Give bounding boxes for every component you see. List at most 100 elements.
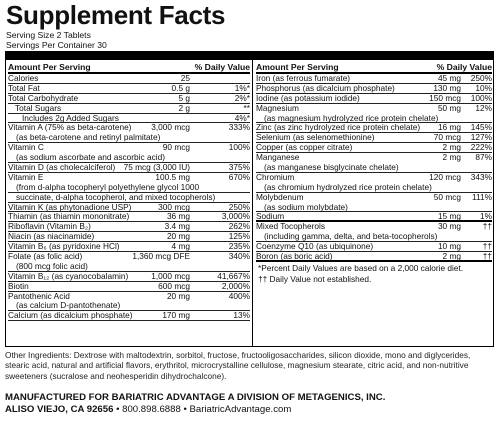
nutrient-row: Vitamin A (75% as beta-carotene) 3,000 mc… <box>8 123 250 133</box>
left-column-header: Amount Per Serving % Daily Value <box>8 62 250 74</box>
nutrient-name: Niacin (as niacinamide) <box>8 231 95 242</box>
nutrient-row: (as manganese bisglycinate chelate) <box>256 162 492 173</box>
nutrient-name: Total Carbohydrate <box>8 92 79 103</box>
nutrient-name: Copper (as copper citrate) <box>256 142 353 153</box>
nutrient-name: (as sodium molybdate) <box>264 201 348 212</box>
nutrient-name: Calories <box>8 73 39 83</box>
serving-size: Serving Size 2 Tablets <box>6 30 91 40</box>
nutrient-daily-value: 4%* <box>234 112 250 123</box>
nutrient-row: (as sodium molybdate) <box>256 201 492 213</box>
nutrient-daily-value: 3,000% <box>221 211 250 222</box>
nutrient-amount: 2 mg <box>442 152 461 163</box>
nutrient-amount: 70 mcg <box>433 132 461 143</box>
nutrient-daily-value: 670% <box>228 171 250 182</box>
top-rule <box>6 52 493 60</box>
nutrient-amount: 20 mg <box>166 231 190 242</box>
nutrient-daily-value: 12% <box>475 102 492 113</box>
nutrient-daily-value: 1% <box>480 211 492 222</box>
nutrient-amount: 36 mg <box>166 211 190 222</box>
nutrient-name: Vitamin D (as cholecalciferol) <box>8 162 116 173</box>
daily-value-heading-right: % Daily Value <box>436 62 492 72</box>
nutrient-row: Total Fat 0.5 g 1%* <box>8 82 250 94</box>
nutrient-name: Vitamin E <box>8 171 44 182</box>
nutrient-daily-value: 87% <box>475 152 492 163</box>
nutrient-name: (from d-alpha tocopheryl polyethylene gl… <box>16 181 200 192</box>
nutrient-name: Iodine (as potassium iodide) <box>256 92 360 103</box>
nutrient-name: Selenium (as selenomethionine) <box>256 132 375 143</box>
nutrient-amount: 1,000 mcg <box>151 270 190 281</box>
nutrient-daily-value: 125% <box>228 231 250 242</box>
nutrient-row: succinate, d-alpha tocopherol, and mixed… <box>8 192 250 203</box>
nutrient-row: (as sodium ascorbate and ascorbic acid) <box>8 152 250 164</box>
nutrient-name: Mixed Tocopherols <box>256 221 326 232</box>
nutrient-name: Molybdenum <box>256 191 304 202</box>
nutrient-name: Vitamin K (as phytonadione USP) <box>8 201 132 212</box>
nutrient-row: Vitamin B₆ (as pyridoxine HCl) 4 mg 235% <box>8 241 250 253</box>
servings-per-container: Servings Per Container 30 <box>6 40 107 50</box>
nutrient-name: Vitamin B₁₂ (as cyanocobalamin) <box>8 270 129 281</box>
nutrient-daily-value: 250% <box>470 73 492 83</box>
nutrient-name: Iron (as ferrous fumarate) <box>256 73 351 83</box>
nutrient-row: Phosphorus (as dicalcium phosphate) 130 m… <box>256 83 492 94</box>
nutrient-amount: 3,000 mcg <box>151 122 190 133</box>
right-nutrient-list: Iron (as ferrous fumarate) 45 mg 250% Phosp… <box>256 73 492 262</box>
nutrient-daily-value: †† <box>482 241 492 252</box>
nutrient-name: (as chromium hydrolyzed rice protein che… <box>264 181 432 192</box>
nutrient-name: Vitamin A (75% as beta-carotene) <box>8 122 132 133</box>
nutrient-daily-value: 111% <box>472 191 492 202</box>
nutrient-amount: 45 mg <box>437 73 461 83</box>
nutrient-daily-value: 13% <box>233 310 250 321</box>
nutrient-row: Includes 2g Added Sugars 4%* <box>8 112 250 124</box>
left-column: Amount Per Serving % Daily Value Calorie… <box>8 62 250 322</box>
right-column-header: Amount Per Serving % Daily Value <box>256 62 492 74</box>
nutrient-row: Zinc (as zinc hydrolyzed rice protein ch… <box>256 122 492 134</box>
nutrient-daily-value: 333% <box>228 122 250 133</box>
nutrient-row: (800 mcg folic acid) <box>8 261 250 272</box>
nutrient-daily-value: 400% <box>228 290 250 301</box>
nutrient-row: Sodium 15 mg 1% <box>256 211 492 223</box>
nutrient-name: (as magnesium hydrolyzed rice protein ch… <box>264 112 439 123</box>
nutrient-row: Vitamin C 90 mcg 100% <box>8 142 250 153</box>
nutrient-amount: 100.5 mg <box>155 171 190 182</box>
nutrient-amount: 10 mg <box>437 241 461 252</box>
nutrient-row: Vitamin D (as cholecalciferol) 75 mcg (3,… <box>8 162 250 173</box>
nutrient-row: Iron (as ferrous fumarate) 45 mg 250% <box>256 73 492 84</box>
nutrient-name: Folate (as folic acid) <box>8 251 83 262</box>
daily-value-heading: % Daily Value <box>194 62 250 72</box>
nutrient-amount: 16 mg <box>437 122 461 133</box>
manufacturer-line: MANUFACTURED FOR BARIATRIC ADVANTAGE A D… <box>5 392 386 403</box>
nutrient-name: Riboflavin (Vitamin B₂) <box>8 221 91 232</box>
nutrient-amount: 4 mg <box>171 241 190 252</box>
nutrient-daily-value: 375% <box>228 162 250 173</box>
footnote-percent-dv: *Percent Daily Values are based on a 2,0… <box>258 262 464 273</box>
nutrient-row: Biotin 600 mcg 2,000% <box>8 280 250 292</box>
right-column: Amount Per Serving % Daily Value Iron (a… <box>256 62 492 285</box>
nutrient-daily-value: 100% <box>470 92 492 103</box>
nutrient-row: Vitamin E 100.5 mg 670% <box>8 171 250 183</box>
nutrient-daily-value: ** <box>243 102 250 113</box>
nutrient-amount: 75 mcg (3,000 IU) <box>123 162 190 173</box>
nutrient-amount: 3.4 mg <box>164 221 190 232</box>
nutrient-name: Zinc (as zinc hydrolyzed rice protein ch… <box>256 122 421 133</box>
nutrient-name: Thiamin (as thiamin mononitrate) <box>8 211 130 222</box>
nutrient-name: Sodium <box>256 211 285 222</box>
nutrient-daily-value: †† <box>482 251 492 262</box>
nutrient-row: Vitamin B₁₂ (as cyanocobalamin) 1,000 mcg… <box>8 270 250 282</box>
nutrient-name: (as beta-carotene and retinyl palmitate) <box>16 132 161 143</box>
nutrient-row: Mixed Tocopherols 30 mg †† <box>256 221 492 232</box>
nutrient-daily-value: 100% <box>228 142 250 153</box>
nutrient-row: Manganese 2 mg 87% <box>256 152 492 163</box>
nutrient-row: Total Carbohydrate 5 g 2%* <box>8 92 250 104</box>
facts-panel: Amount Per Serving % Daily Value Calorie… <box>5 51 494 347</box>
nutrient-row: (including gamma, delta, and beta-tocoph… <box>256 231 492 243</box>
nutrient-row: Molybdenum 50 mcg 111% <box>256 191 492 203</box>
nutrient-row: Copper (as copper citrate) 2 mg 222% <box>256 142 492 154</box>
nutrient-daily-value: 1%* <box>234 82 250 93</box>
nutrient-name: Includes 2g Added Sugars <box>22 112 119 123</box>
nutrient-row: Pantothenic Acid 20 mg 400% <box>8 290 250 302</box>
nutrient-name: Biotin <box>8 280 29 291</box>
nutrient-row: (as beta-carotene and retinyl palmitate) <box>8 132 250 144</box>
nutrient-row: Vitamin K (as phytonadione USP) 300 mcg 25… <box>8 201 250 213</box>
nutrient-row: Iodine (as potassium iodide) 150 mcg 100% <box>256 92 492 104</box>
nutrient-name: (as manganese bisglycinate chelate) <box>264 162 399 173</box>
